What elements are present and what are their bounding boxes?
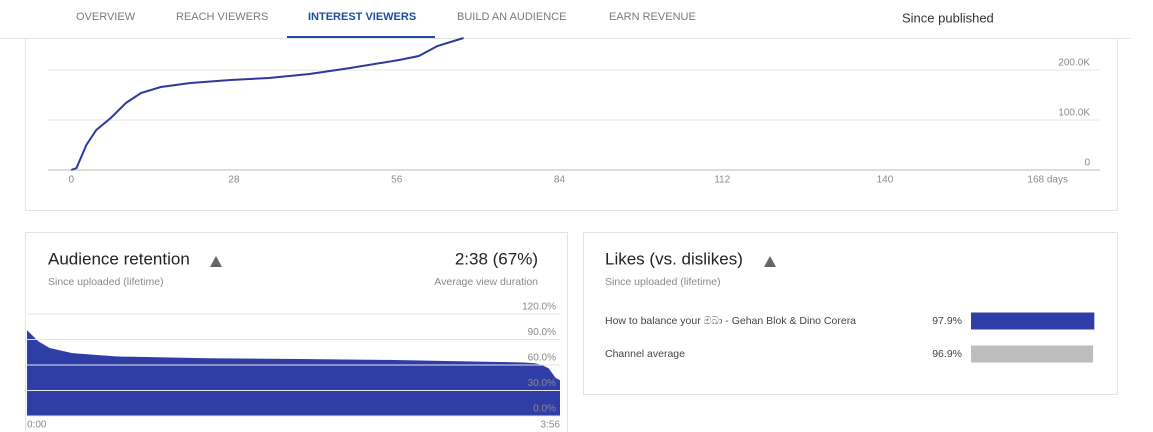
stat-label: Average view duration: [434, 276, 538, 288]
y-tick-label: 100.0K: [1058, 108, 1090, 119]
tab-bar: OVERVIEW REACH VIEWERS INTEREST VIEWERS BUI…: [76, 11, 696, 23]
x-tick-label: 140: [877, 175, 894, 186]
card-title: Audience retention: [48, 249, 190, 268]
header-note: Since published: [902, 10, 994, 25]
y-tick-label: 200.0K: [1058, 58, 1090, 69]
line-series: [70, 37, 464, 171]
tab[interactable]: EARN REVENUE: [609, 11, 696, 23]
bar: [971, 345, 1094, 363]
card-title: Likes (vs. dislikes): [605, 249, 743, 268]
x-tick-label: 168 days: [1027, 175, 1068, 186]
bar: [971, 312, 1095, 330]
card-subtitle: Since uploaded (lifetime): [48, 276, 164, 288]
x-tick-label: 0: [68, 175, 74, 186]
x-tick-label: 3:56: [541, 420, 561, 431]
tab[interactable]: OVERVIEW: [76, 11, 136, 23]
x-tick-label: 84: [554, 175, 566, 186]
likes-card: [583, 232, 1118, 395]
y-tick-label: 60.0%: [528, 353, 556, 364]
y-tick-label: 90.0%: [528, 327, 556, 338]
bar-label: How to balance your ඔබා - Gehan Blok & D…: [605, 315, 856, 327]
value-label: 96.9%: [932, 348, 962, 360]
y-tick-label: 120.0%: [522, 302, 556, 313]
tab[interactable]: INTEREST VIEWERS: [308, 11, 416, 23]
tab[interactable]: REACH VIEWERS: [176, 11, 268, 23]
tab[interactable]: BUILD AN AUDIENCE: [457, 11, 566, 23]
x-tick-label: 0:00: [27, 420, 47, 431]
active-tab-indicator: [287, 36, 435, 38]
x-tick-label: 112: [714, 175, 730, 186]
area-series: [27, 330, 560, 416]
warning-icon[interactable]: [764, 256, 776, 267]
y-tick-label: 30.0%: [528, 378, 556, 389]
x-tick-label: 28: [228, 175, 240, 186]
y-tick-label: 0.0%: [533, 404, 556, 415]
card-subtitle: Since uploaded (lifetime): [605, 276, 721, 288]
bar-label: Channel average: [605, 348, 685, 360]
value-label: 97.9%: [932, 315, 962, 327]
stat-value: 2:38 (67%): [455, 249, 538, 268]
retention-card: [25, 232, 568, 432]
x-tick-label: 56: [391, 175, 403, 186]
views-card: [25, 38, 1118, 211]
y-tick-label: 0: [1084, 158, 1090, 169]
warning-icon[interactable]: [210, 256, 222, 267]
